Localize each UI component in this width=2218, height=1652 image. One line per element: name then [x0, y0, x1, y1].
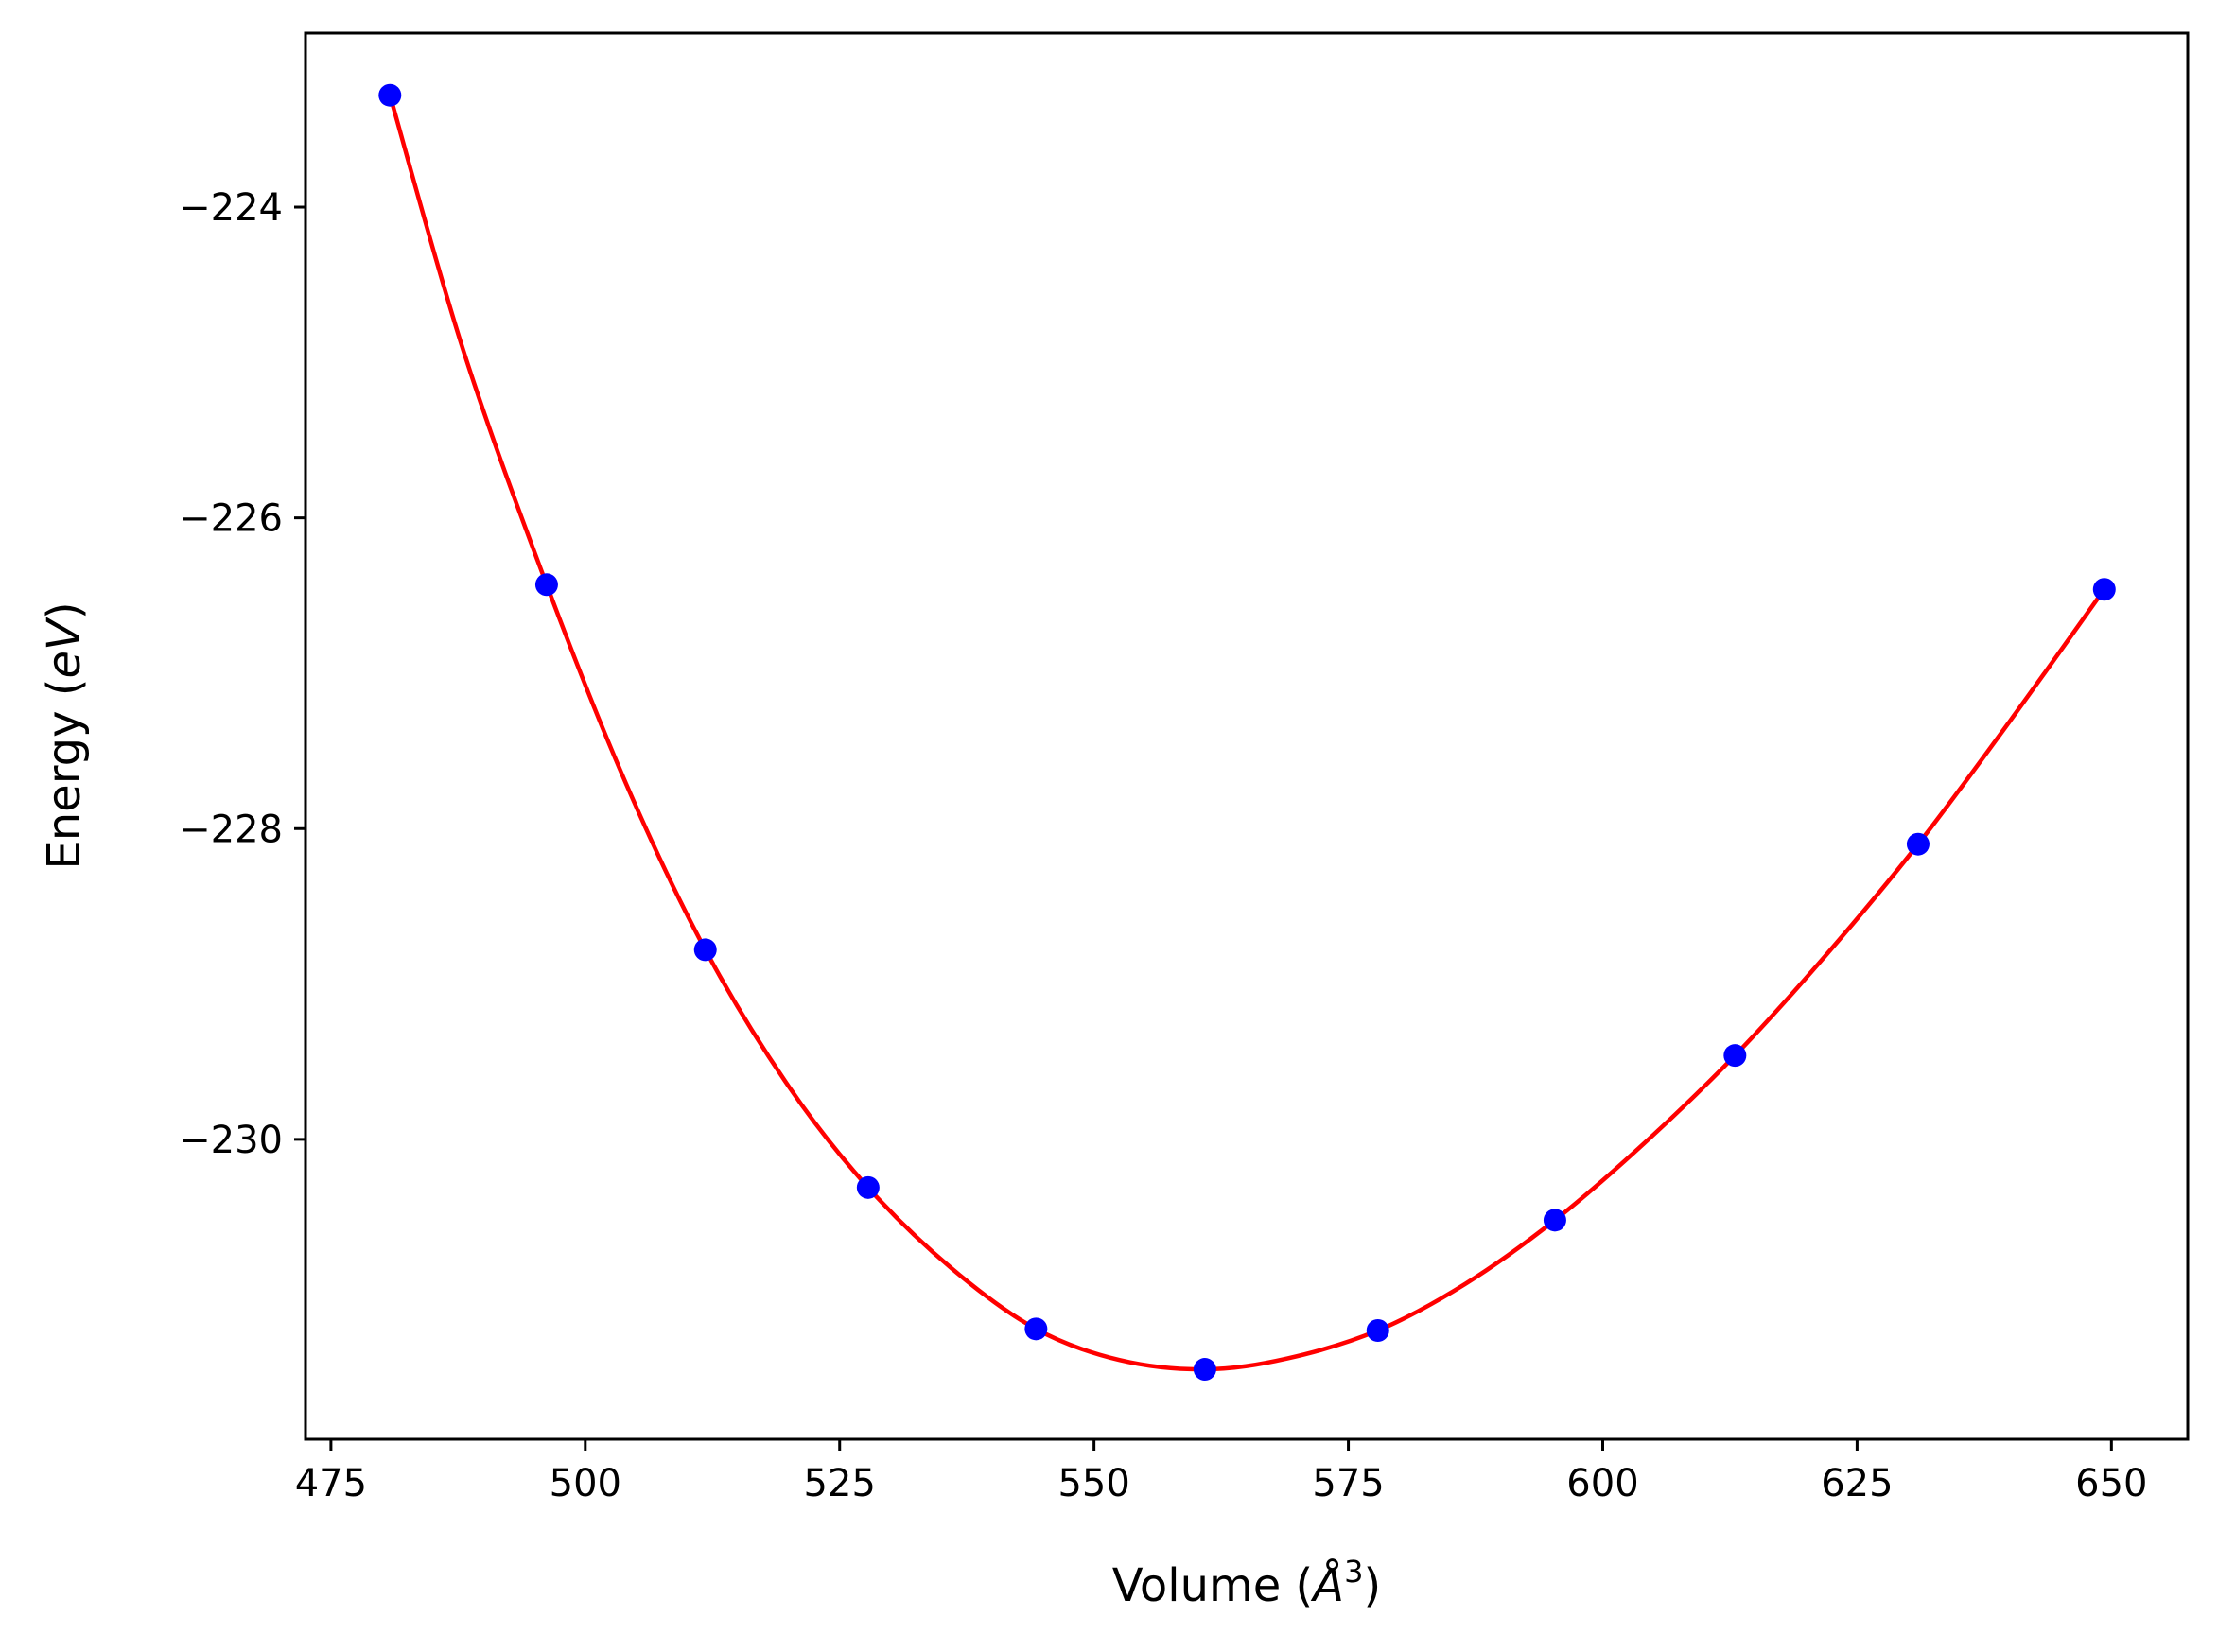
- y-tick-label: −226: [179, 497, 283, 541]
- x-axis-title-name: Volume: [1112, 1559, 1282, 1612]
- x-tick-label: 525: [804, 1462, 876, 1505]
- data-point: [2092, 578, 2116, 601]
- y-tick-label: −230: [179, 1119, 283, 1162]
- axis-ticks: 475 500 525 550 575 600 625 650 −224 −226 −228 −230: [179, 186, 2147, 1505]
- y-tick-label: −228: [179, 808, 283, 851]
- data-point: [1906, 832, 1930, 856]
- data-point: [534, 573, 558, 597]
- y-tick-label: −224: [179, 186, 283, 230]
- data-point: [856, 1175, 880, 1199]
- data-marks: [378, 83, 2116, 1382]
- data-point: [1366, 1318, 1389, 1342]
- y-axis-title-name: Energy: [38, 711, 91, 870]
- x-tick-label: 625: [1821, 1462, 1893, 1505]
- x-axis-title-unit: Å: [1310, 1558, 1344, 1612]
- data-point: [378, 83, 402, 107]
- x-axis-title-unit-power: 3: [1344, 1554, 1363, 1590]
- fit-curve: [388, 95, 2106, 1372]
- data-point: [1024, 1317, 1048, 1341]
- x-tick-label: 600: [1566, 1462, 1638, 1505]
- data-point: [693, 938, 717, 962]
- y-axis-title-unit: eV: [38, 617, 91, 679]
- x-axis-title: Volume (Å3): [1112, 1554, 1381, 1612]
- x-tick-label: 500: [550, 1462, 621, 1505]
- data-point: [1723, 1044, 1747, 1068]
- x-tick-label: 550: [1057, 1462, 1129, 1505]
- y-axis-title: Energy (eV): [38, 601, 91, 869]
- axes-frame: [304, 31, 2190, 1441]
- x-tick-label: 650: [2075, 1462, 2147, 1505]
- data-point: [1543, 1209, 1566, 1232]
- x-tick-label: 575: [1312, 1462, 1384, 1505]
- x-tick-label: 475: [295, 1462, 367, 1505]
- data-point: [1193, 1358, 1216, 1382]
